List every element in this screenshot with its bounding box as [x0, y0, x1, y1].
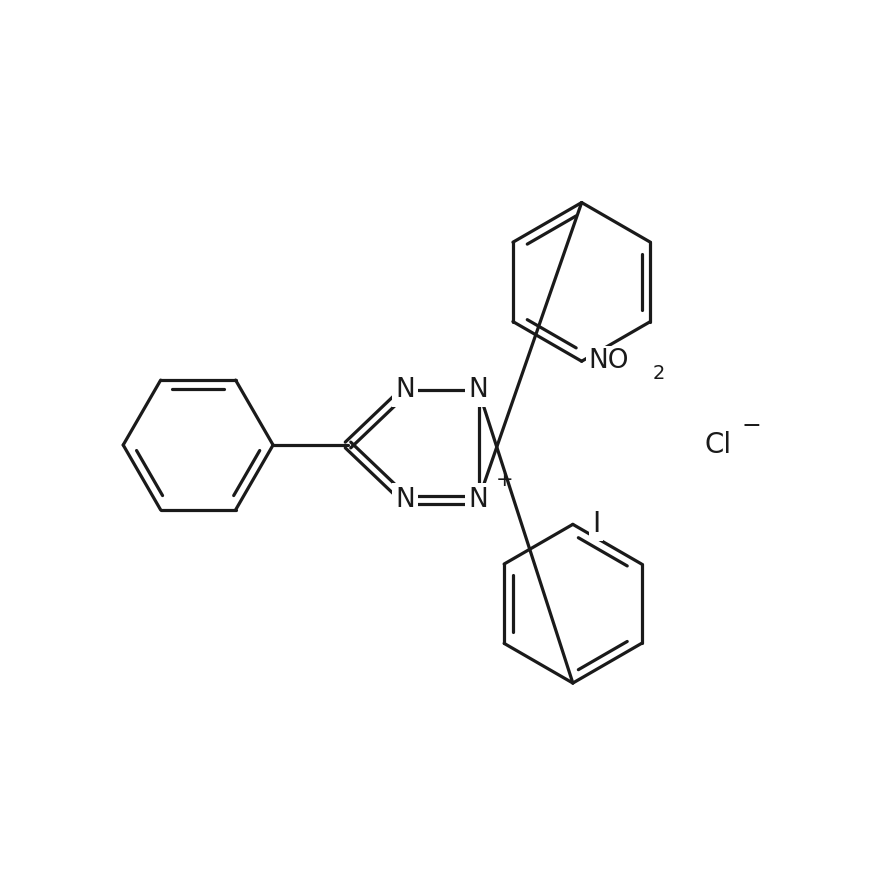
Text: I: I	[592, 510, 601, 538]
Text: N: N	[469, 487, 489, 513]
Text: Cl: Cl	[705, 431, 732, 459]
Text: +: +	[496, 470, 514, 490]
Text: NO: NO	[588, 348, 629, 374]
Text: N: N	[469, 377, 489, 403]
Text: 2: 2	[652, 364, 665, 383]
Text: −: −	[742, 414, 762, 438]
Text: N: N	[395, 377, 416, 403]
Text: N: N	[395, 487, 416, 513]
